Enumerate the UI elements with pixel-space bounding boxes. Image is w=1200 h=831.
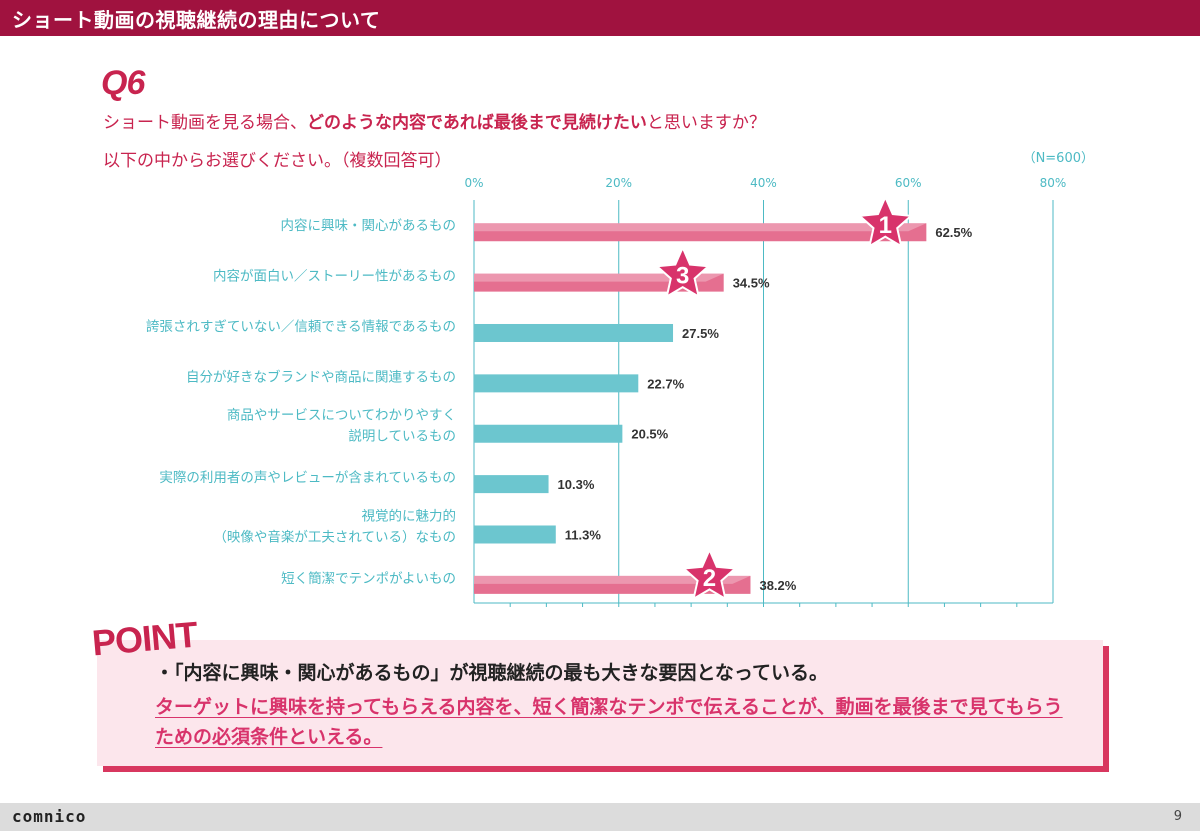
bar bbox=[474, 374, 639, 393]
bar bbox=[474, 424, 623, 443]
question-number: Q6 bbox=[101, 64, 145, 102]
question-text-pre: ショート動画を見る場合、 bbox=[103, 113, 307, 133]
value-label: 27.5% bbox=[682, 326, 719, 341]
bar bbox=[474, 575, 751, 594]
footer-bar: comnico 9 bbox=[0, 803, 1200, 831]
x-tick-label: 60% bbox=[895, 176, 922, 190]
value-label: 10.3% bbox=[558, 477, 595, 492]
question-text: ショート動画を見る場合、どのような内容であれば最後まで見続けたいと思いますか？ bbox=[103, 108, 766, 133]
x-tick-label: 20% bbox=[605, 176, 632, 190]
x-tick-label: 40% bbox=[750, 176, 777, 190]
category-label: 誇張されすぎていない／信頼できる情報であるもの bbox=[146, 319, 456, 335]
comnico-logo: comnico bbox=[12, 807, 87, 826]
rank-number: 3 bbox=[676, 263, 689, 290]
rank-number: 2 bbox=[703, 565, 716, 592]
category-label: 説明しているもの bbox=[348, 429, 456, 445]
bar bbox=[474, 223, 927, 242]
page-number: 9 bbox=[1173, 809, 1182, 824]
point-box: ・「内容に興味・関心があるもの」が視聴継続の最も大きな要因となっている。 ターゲ… bbox=[97, 640, 1103, 766]
category-label: （映像や音楽が工夫されている）なもの bbox=[213, 528, 456, 545]
sample-size-label: （N=600） bbox=[1022, 151, 1094, 166]
value-label: 22.7% bbox=[647, 376, 684, 391]
category-label: 自分が好きなブランドや商品に関連するもの bbox=[186, 368, 456, 385]
question-instruction: 以下の中からお選びください。（複数回答可） bbox=[103, 151, 452, 171]
category-label: 実際の利用者の声やレビューが含まれているもの bbox=[159, 470, 456, 486]
category-label: 内容に興味・関心があるもの bbox=[281, 217, 457, 234]
bar bbox=[474, 323, 674, 342]
x-tick-label: 80% bbox=[1040, 176, 1067, 190]
rank-star-icon bbox=[857, 194, 914, 249]
category-label: 短く簡潔でテンポがよいもの bbox=[281, 571, 456, 587]
bar-highlight bbox=[474, 575, 751, 584]
point-bullet: ・「内容に興味・関心があるもの」が視聴継続の最も大きな要因となっている。 bbox=[155, 662, 828, 684]
bar bbox=[474, 475, 549, 494]
header-bar: ショート動画の視聴継続の理由について bbox=[0, 0, 1200, 36]
question-text-post: と思いますか？ bbox=[646, 113, 766, 133]
point-conclusion: ターゲットに興味を持ってもらえる内容を、短く簡潔なテンポで伝えることが、動画を最… bbox=[155, 696, 1063, 748]
category-label: 商品やサービスについてわかりやすく bbox=[227, 408, 456, 424]
category-label: 内容が面白い／ストーリー性があるもの bbox=[213, 268, 456, 285]
bar-highlight bbox=[474, 223, 927, 232]
x-tick-label: 0% bbox=[464, 176, 483, 190]
value-label: 38.2% bbox=[759, 578, 796, 593]
category-label: 視覚的に魅力的 bbox=[362, 508, 457, 524]
question-text-emphasis: どのような内容であれば最後まで見続けたい bbox=[307, 113, 647, 133]
rank-star-icon bbox=[681, 547, 738, 601]
bar bbox=[474, 525, 556, 544]
rank-star-icon bbox=[654, 245, 711, 299]
rank-number: 1 bbox=[879, 212, 892, 239]
value-label: 20.5% bbox=[631, 427, 668, 442]
value-label: 62.5% bbox=[935, 225, 972, 240]
value-label: 11.3% bbox=[565, 527, 602, 542]
bar bbox=[474, 273, 724, 292]
bar-highlight bbox=[474, 273, 724, 282]
page-title: ショート動画の視聴継続の理由について bbox=[12, 8, 381, 32]
value-label: 34.5% bbox=[733, 276, 770, 291]
